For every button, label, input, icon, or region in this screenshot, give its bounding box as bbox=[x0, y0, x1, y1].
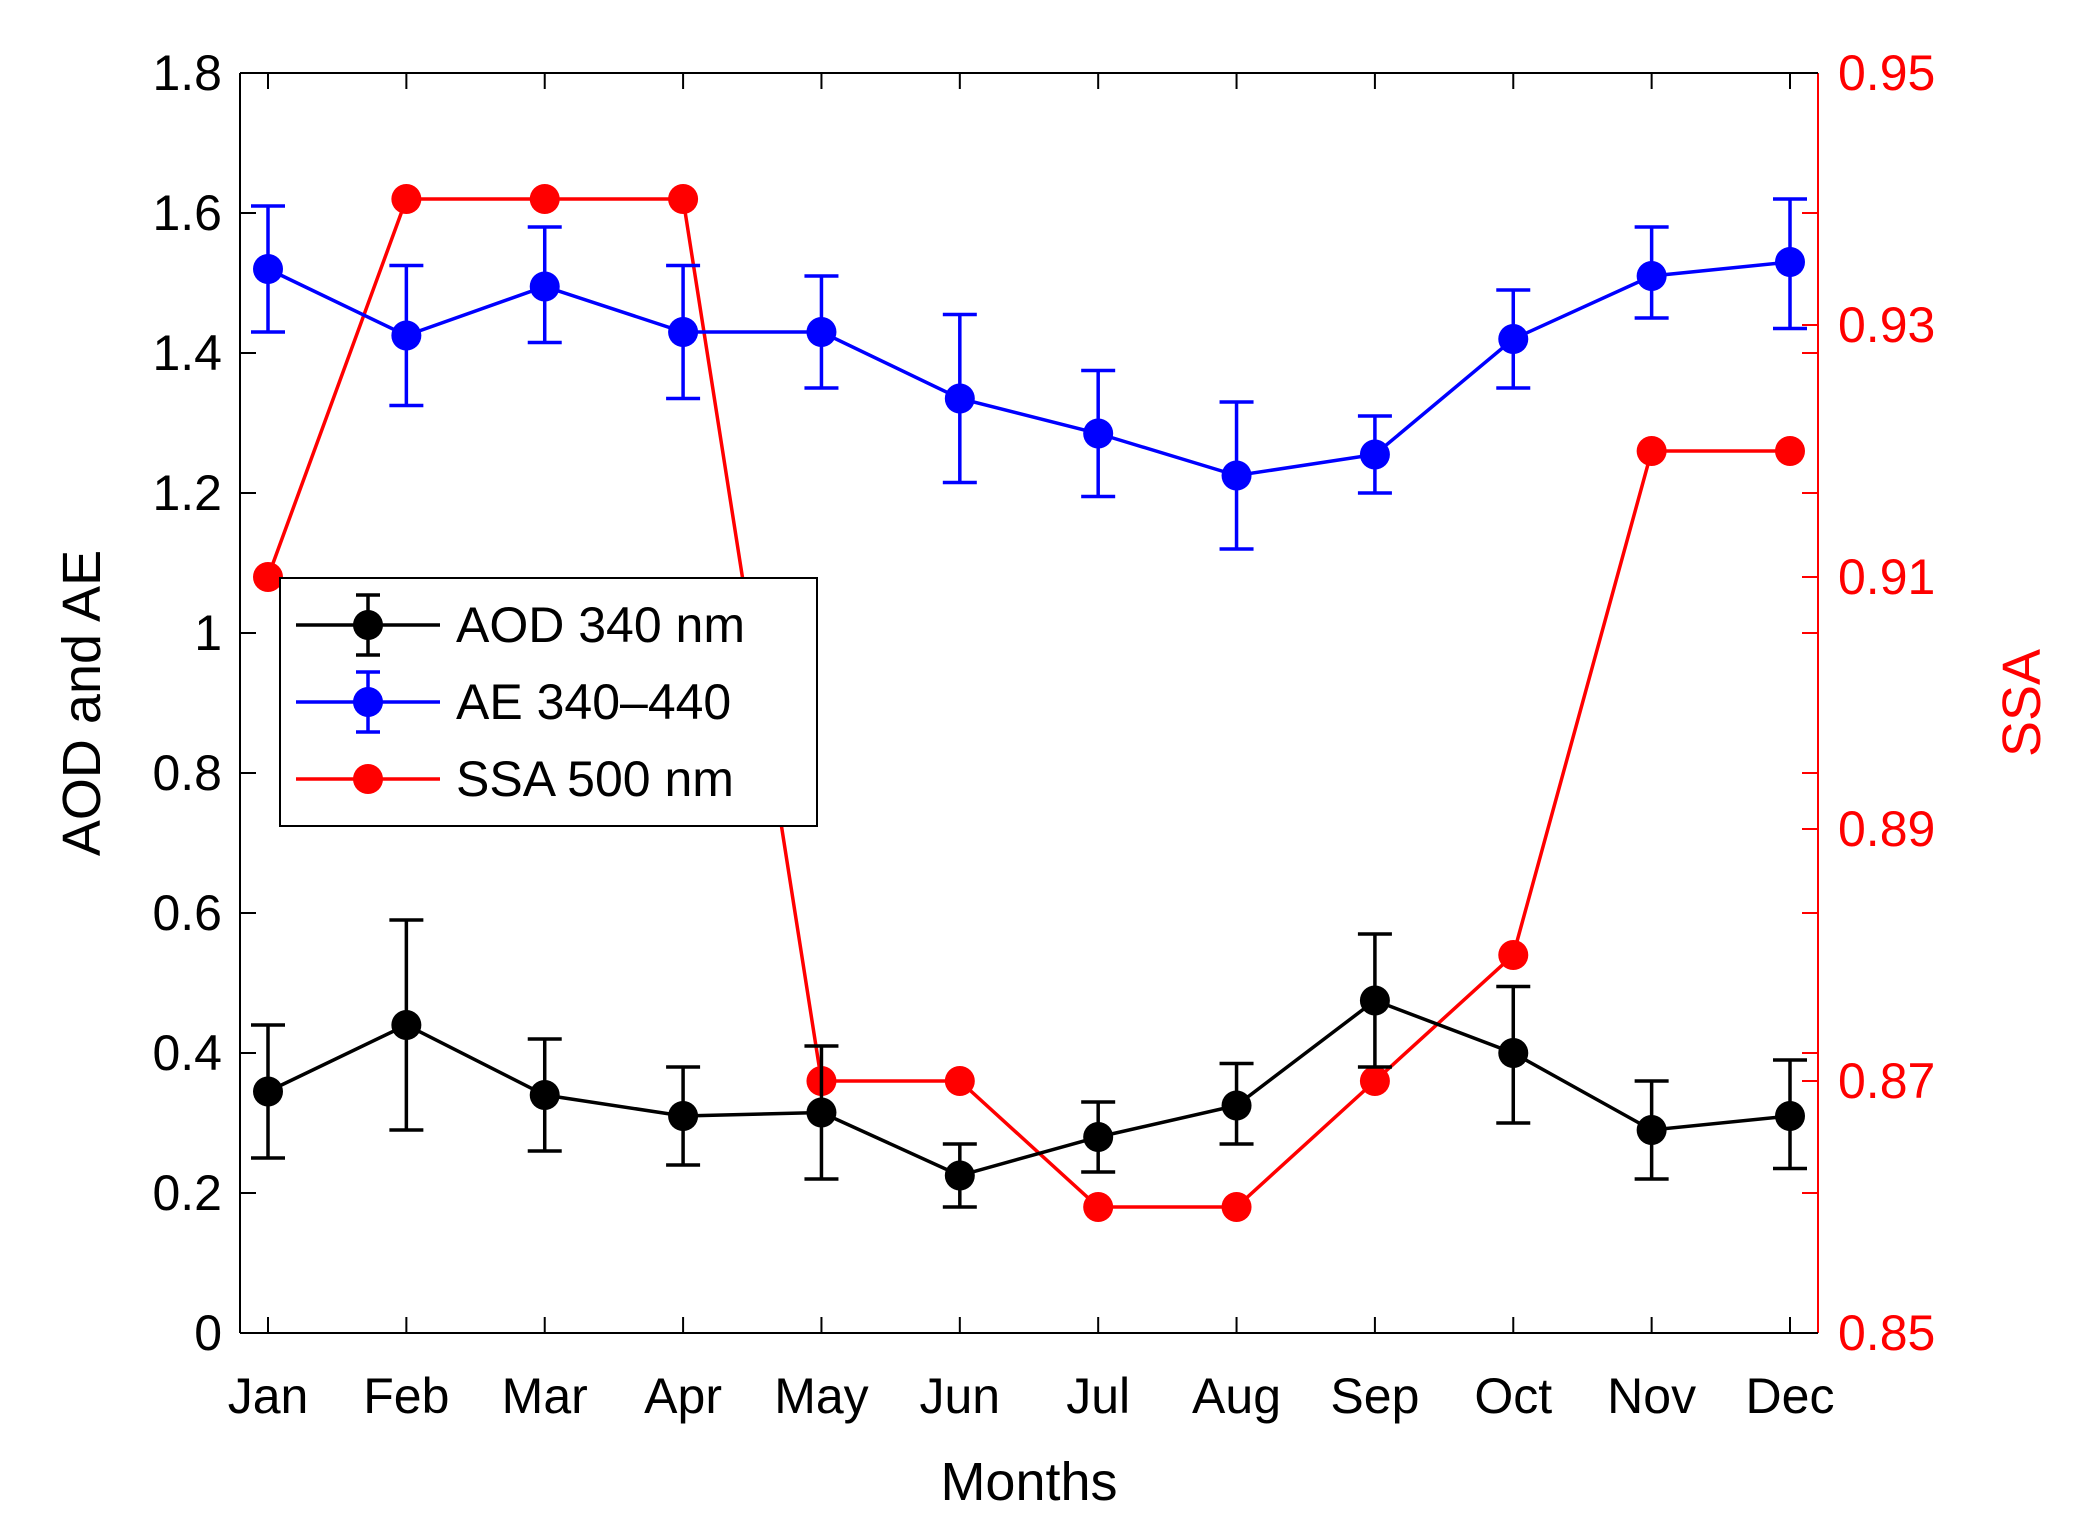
data-point bbox=[1083, 1192, 1114, 1222]
x-tick-label: Sep bbox=[1330, 1368, 1419, 1424]
series-layer bbox=[251, 184, 1807, 1222]
data-point bbox=[1775, 436, 1805, 466]
data-point bbox=[1498, 940, 1529, 970]
data-point bbox=[253, 562, 283, 592]
right-y-axis: 0.85 0.87 0.89 0.91 0.93 0.95 bbox=[1802, 45, 1935, 1361]
series-line bbox=[267, 998, 1791, 1178]
data-point bbox=[1498, 324, 1529, 354]
legend-marker bbox=[353, 687, 383, 717]
data-point bbox=[1636, 1115, 1667, 1145]
x-tick-label: Feb bbox=[363, 1368, 449, 1424]
x-tick-label: Nov bbox=[1607, 1368, 1696, 1424]
data-point bbox=[1636, 261, 1667, 291]
x-tick-label: Dec bbox=[1746, 1368, 1835, 1424]
data-point bbox=[1636, 436, 1667, 466]
left-axis-title: AOD and AE bbox=[52, 550, 112, 856]
left-tick-label: 1.8 bbox=[152, 45, 222, 101]
left-tick-label: 0.6 bbox=[152, 885, 222, 941]
left-y-axis: 0 0.2 0.4 0.6 0.8 1 1.2 1.4 1.6 1.8 bbox=[152, 45, 1818, 1361]
legend-marker bbox=[353, 610, 383, 640]
data-point bbox=[668, 317, 699, 347]
series-ae-340-440 bbox=[251, 197, 1807, 551]
series-line bbox=[266, 197, 1790, 1209]
data-point bbox=[1083, 1122, 1114, 1152]
x-tick-label: Apr bbox=[644, 1368, 722, 1424]
data-point bbox=[529, 271, 560, 302]
left-tick-label: 1.2 bbox=[152, 465, 222, 521]
data-point bbox=[1221, 1090, 1252, 1121]
series-aod-340-nm bbox=[251, 918, 1807, 1209]
left-tick-label: 0.8 bbox=[152, 745, 222, 801]
x-axis: Jan Feb Mar Apr May Jun Jul Aug Sep Oct Nov Dec bbox=[228, 72, 1835, 1424]
data-point bbox=[391, 320, 422, 351]
right-tick-label: 0.87 bbox=[1838, 1053, 1935, 1109]
x-tick-label: Mar bbox=[502, 1368, 588, 1424]
legend-entry: AE 340–440 bbox=[296, 670, 731, 734]
data-point bbox=[1359, 985, 1390, 1016]
x-tick-label: Oct bbox=[1474, 1368, 1552, 1424]
x-tick-label: Aug bbox=[1192, 1368, 1281, 1424]
data-point bbox=[1775, 1101, 1805, 1131]
left-tick-label: 1.4 bbox=[152, 325, 222, 381]
data-point bbox=[944, 1066, 975, 1096]
data-point bbox=[391, 184, 422, 214]
x-axis-title: Months bbox=[940, 1452, 1117, 1512]
data-point bbox=[944, 383, 975, 414]
x-tick-label: May bbox=[774, 1368, 868, 1424]
data-point bbox=[391, 1010, 422, 1040]
data-point bbox=[944, 1160, 975, 1191]
data-point bbox=[253, 254, 283, 284]
data-point bbox=[529, 184, 560, 214]
data-point bbox=[529, 1080, 560, 1110]
data-point bbox=[1221, 1192, 1252, 1222]
data-point bbox=[1083, 418, 1114, 449]
right-tick-label: 0.91 bbox=[1838, 549, 1935, 605]
x-tick-label: Jul bbox=[1066, 1368, 1130, 1424]
right-axis-title: SSA bbox=[1992, 649, 2052, 757]
series-ssa-500-nm bbox=[253, 184, 1805, 1222]
series-line bbox=[267, 260, 1791, 478]
x-tick-label: Jun bbox=[920, 1368, 1001, 1424]
legend-label: SSA 500 nm bbox=[456, 751, 734, 807]
legend-entry: SSA 500 nm bbox=[296, 751, 734, 807]
data-point bbox=[1498, 1038, 1529, 1068]
legend-label: AOD 340 nm bbox=[456, 597, 745, 653]
right-tick-label: 0.93 bbox=[1838, 297, 1935, 353]
left-tick-label: 1.6 bbox=[152, 185, 222, 241]
data-point bbox=[1221, 460, 1252, 491]
legend: AOD 340 nm AE 340–440 SSA 500 nm bbox=[279, 577, 818, 827]
right-tick-label: 0.85 bbox=[1838, 1305, 1935, 1361]
legend-marker bbox=[353, 764, 383, 794]
data-point bbox=[668, 1101, 699, 1131]
legend-entry: AOD 340 nm bbox=[296, 593, 745, 657]
data-point bbox=[806, 317, 837, 347]
right-tick-label: 0.95 bbox=[1838, 45, 1935, 101]
left-tick-label: 1 bbox=[194, 605, 222, 661]
right-tick-label: 0.89 bbox=[1838, 801, 1935, 857]
data-point bbox=[1359, 1066, 1390, 1096]
data-point bbox=[1775, 247, 1805, 277]
data-point bbox=[806, 1097, 837, 1128]
data-point bbox=[1359, 439, 1390, 470]
data-point bbox=[668, 184, 699, 214]
data-point bbox=[253, 1076, 283, 1107]
x-tick-label: Jan bbox=[228, 1368, 309, 1424]
left-tick-label: 0.4 bbox=[152, 1025, 222, 1081]
left-tick-label: 0.2 bbox=[152, 1165, 222, 1221]
legend-label: AE 340–440 bbox=[456, 674, 731, 730]
left-tick-label: 0 bbox=[194, 1305, 222, 1361]
